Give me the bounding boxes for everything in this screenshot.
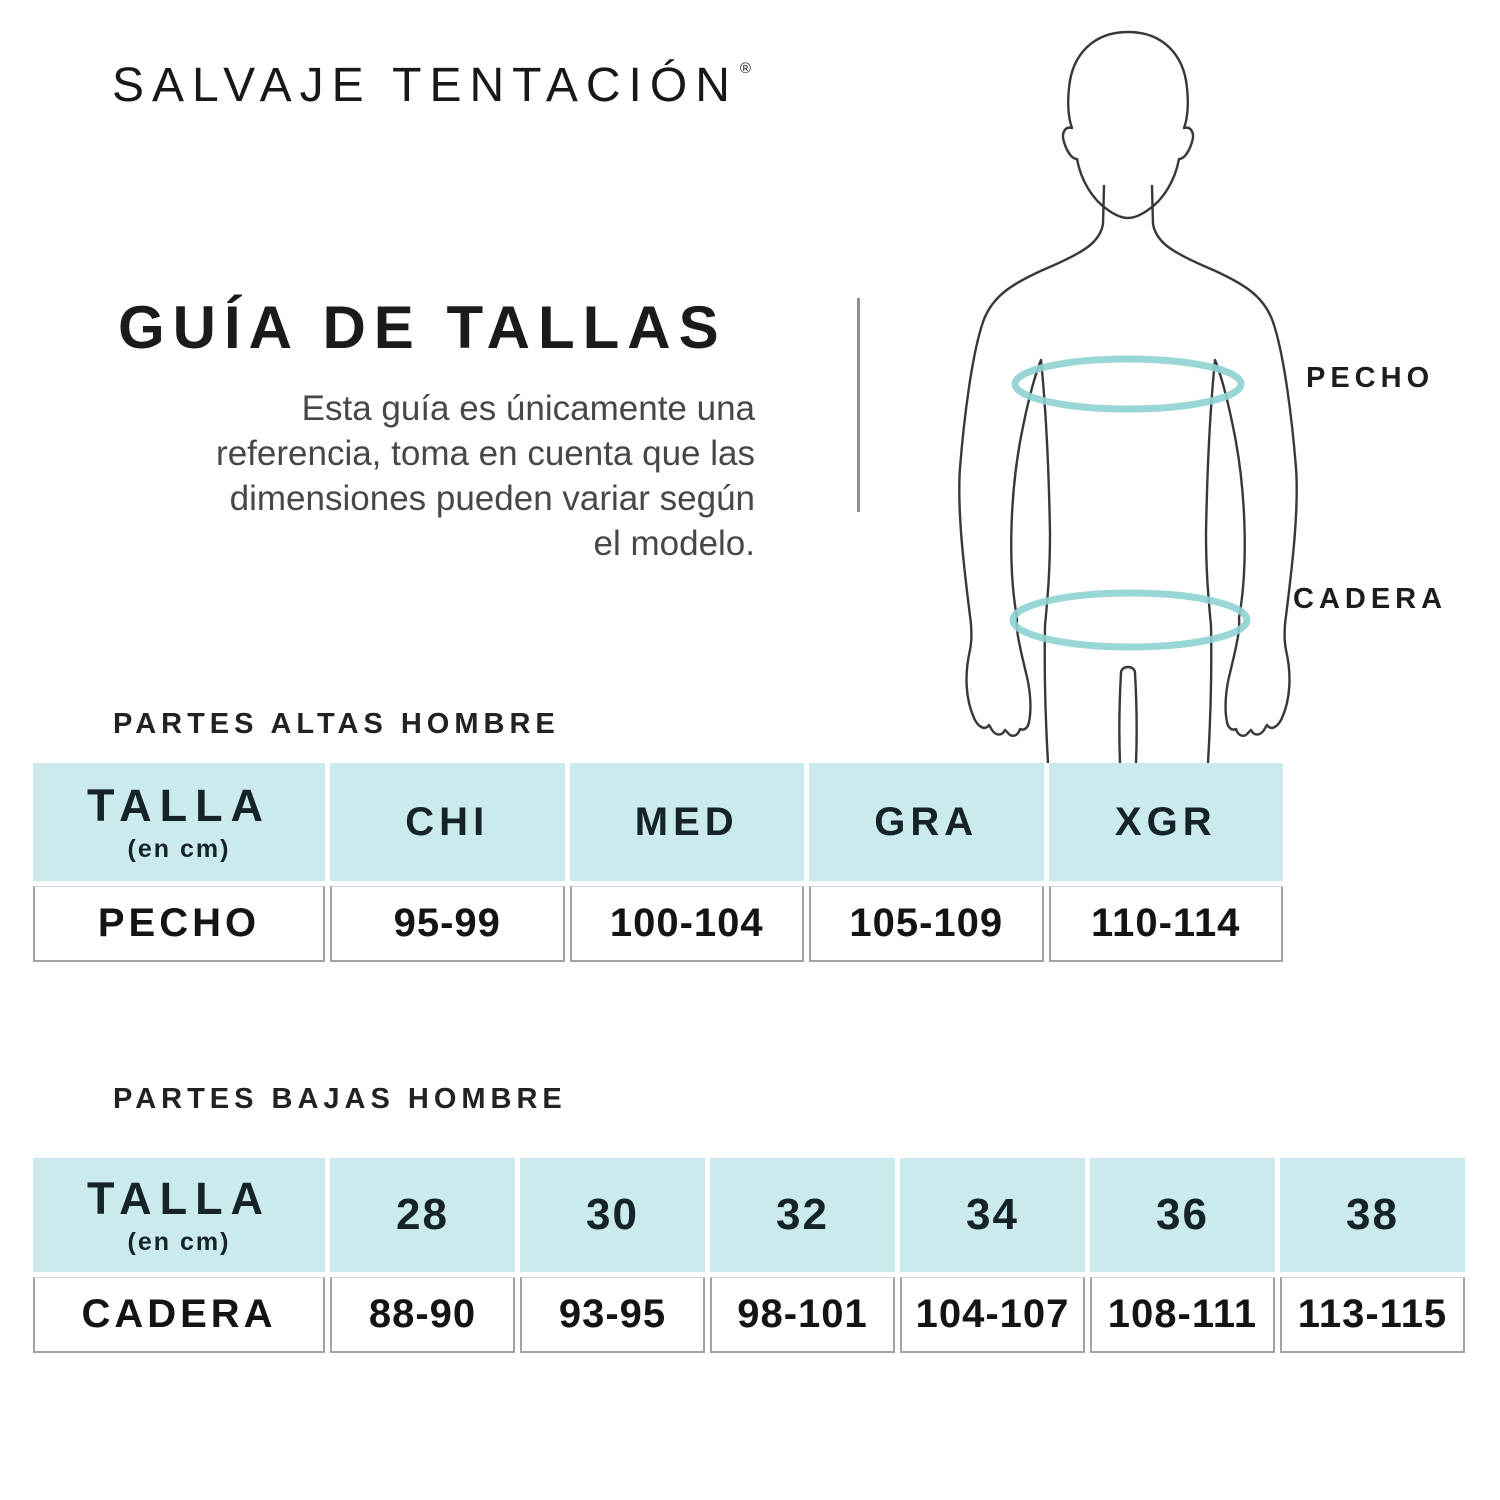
table-data-cell: 98-101 (710, 1277, 895, 1353)
table-row-label-pecho: PECHO (33, 886, 325, 962)
guide-description: Esta guía es únicamente una referencia, … (70, 386, 755, 566)
description-line: dimensiones pueden variar según (229, 479, 755, 518)
chest-label: PECHO (1306, 362, 1435, 394)
table-header-cell-38: 38 (1280, 1158, 1465, 1272)
section-title-partes-altas: PARTES ALTAS HOMBRE (113, 708, 560, 740)
table-data-cell: 95-99 (330, 886, 565, 962)
table-row-label-cadera: CADERA (33, 1277, 325, 1353)
vertical-divider (857, 298, 860, 512)
table-header-cell-32: 32 (710, 1158, 895, 1272)
page-title: GUÍA DE TALLAS (118, 294, 727, 361)
table-header-cell-talla: TALLA (en cm) (33, 1158, 325, 1272)
hip-label: CADERA (1293, 583, 1448, 615)
size-table-partes-bajas: TALLA (en cm) 28 30 32 34 36 38 CADERA 8… (33, 1158, 1465, 1353)
table-header-cell-med: MED (569, 763, 804, 881)
description-line: referencia, toma en cuenta que las (216, 434, 755, 473)
brand-name: SALVAJE TENTACIÓN (112, 59, 738, 112)
table-data-cell: 113-115 (1280, 1277, 1465, 1353)
male-figure-illustration (900, 28, 1360, 765)
table-data-cell: 105-109 (809, 886, 1044, 962)
table-header-cell-talla: TALLA (en cm) (33, 763, 325, 881)
brand-logo: SALVAJE TENTACIÓN ® (112, 58, 751, 113)
section-title-partes-bajas: PARTES BAJAS HOMBRE (113, 1083, 567, 1115)
chest-measure-line (1011, 355, 1245, 413)
table-data-cell: 110-114 (1048, 886, 1283, 962)
talla-unit-label: (en cm) (127, 1228, 231, 1256)
table-header-cell-30: 30 (520, 1158, 705, 1272)
description-line: el modelo. (593, 524, 755, 563)
talla-label: TALLA (86, 1173, 272, 1224)
hip-measure-line (1009, 589, 1251, 651)
table-data-cell: 88-90 (330, 1277, 515, 1353)
description-line: Esta guía es únicamente una (301, 389, 755, 428)
table-header-cell-gra: GRA (809, 763, 1044, 881)
talla-unit-label: (en cm) (127, 835, 231, 863)
table-header-cell-36: 36 (1090, 1158, 1275, 1272)
table-header-cell-34: 34 (900, 1158, 1085, 1272)
table-data-cell: 100-104 (569, 886, 804, 962)
size-table-partes-altas: TALLA (en cm) CHI MED GRA XGR PECHO 95-9… (33, 763, 1283, 962)
table-header-cell-chi: CHI (330, 763, 565, 881)
talla-label: TALLA (86, 780, 272, 831)
male-body-svg (958, 30, 1298, 765)
table-header-cell-28: 28 (330, 1158, 515, 1272)
table-data-cell: 108-111 (1090, 1277, 1275, 1353)
body-outline-path (958, 30, 1298, 765)
registered-mark-icon: ® (739, 60, 751, 77)
table-data-cell: 104-107 (900, 1277, 1085, 1353)
table-header-cell-xgr: XGR (1048, 763, 1283, 881)
table-data-cell: 93-95 (520, 1277, 705, 1353)
